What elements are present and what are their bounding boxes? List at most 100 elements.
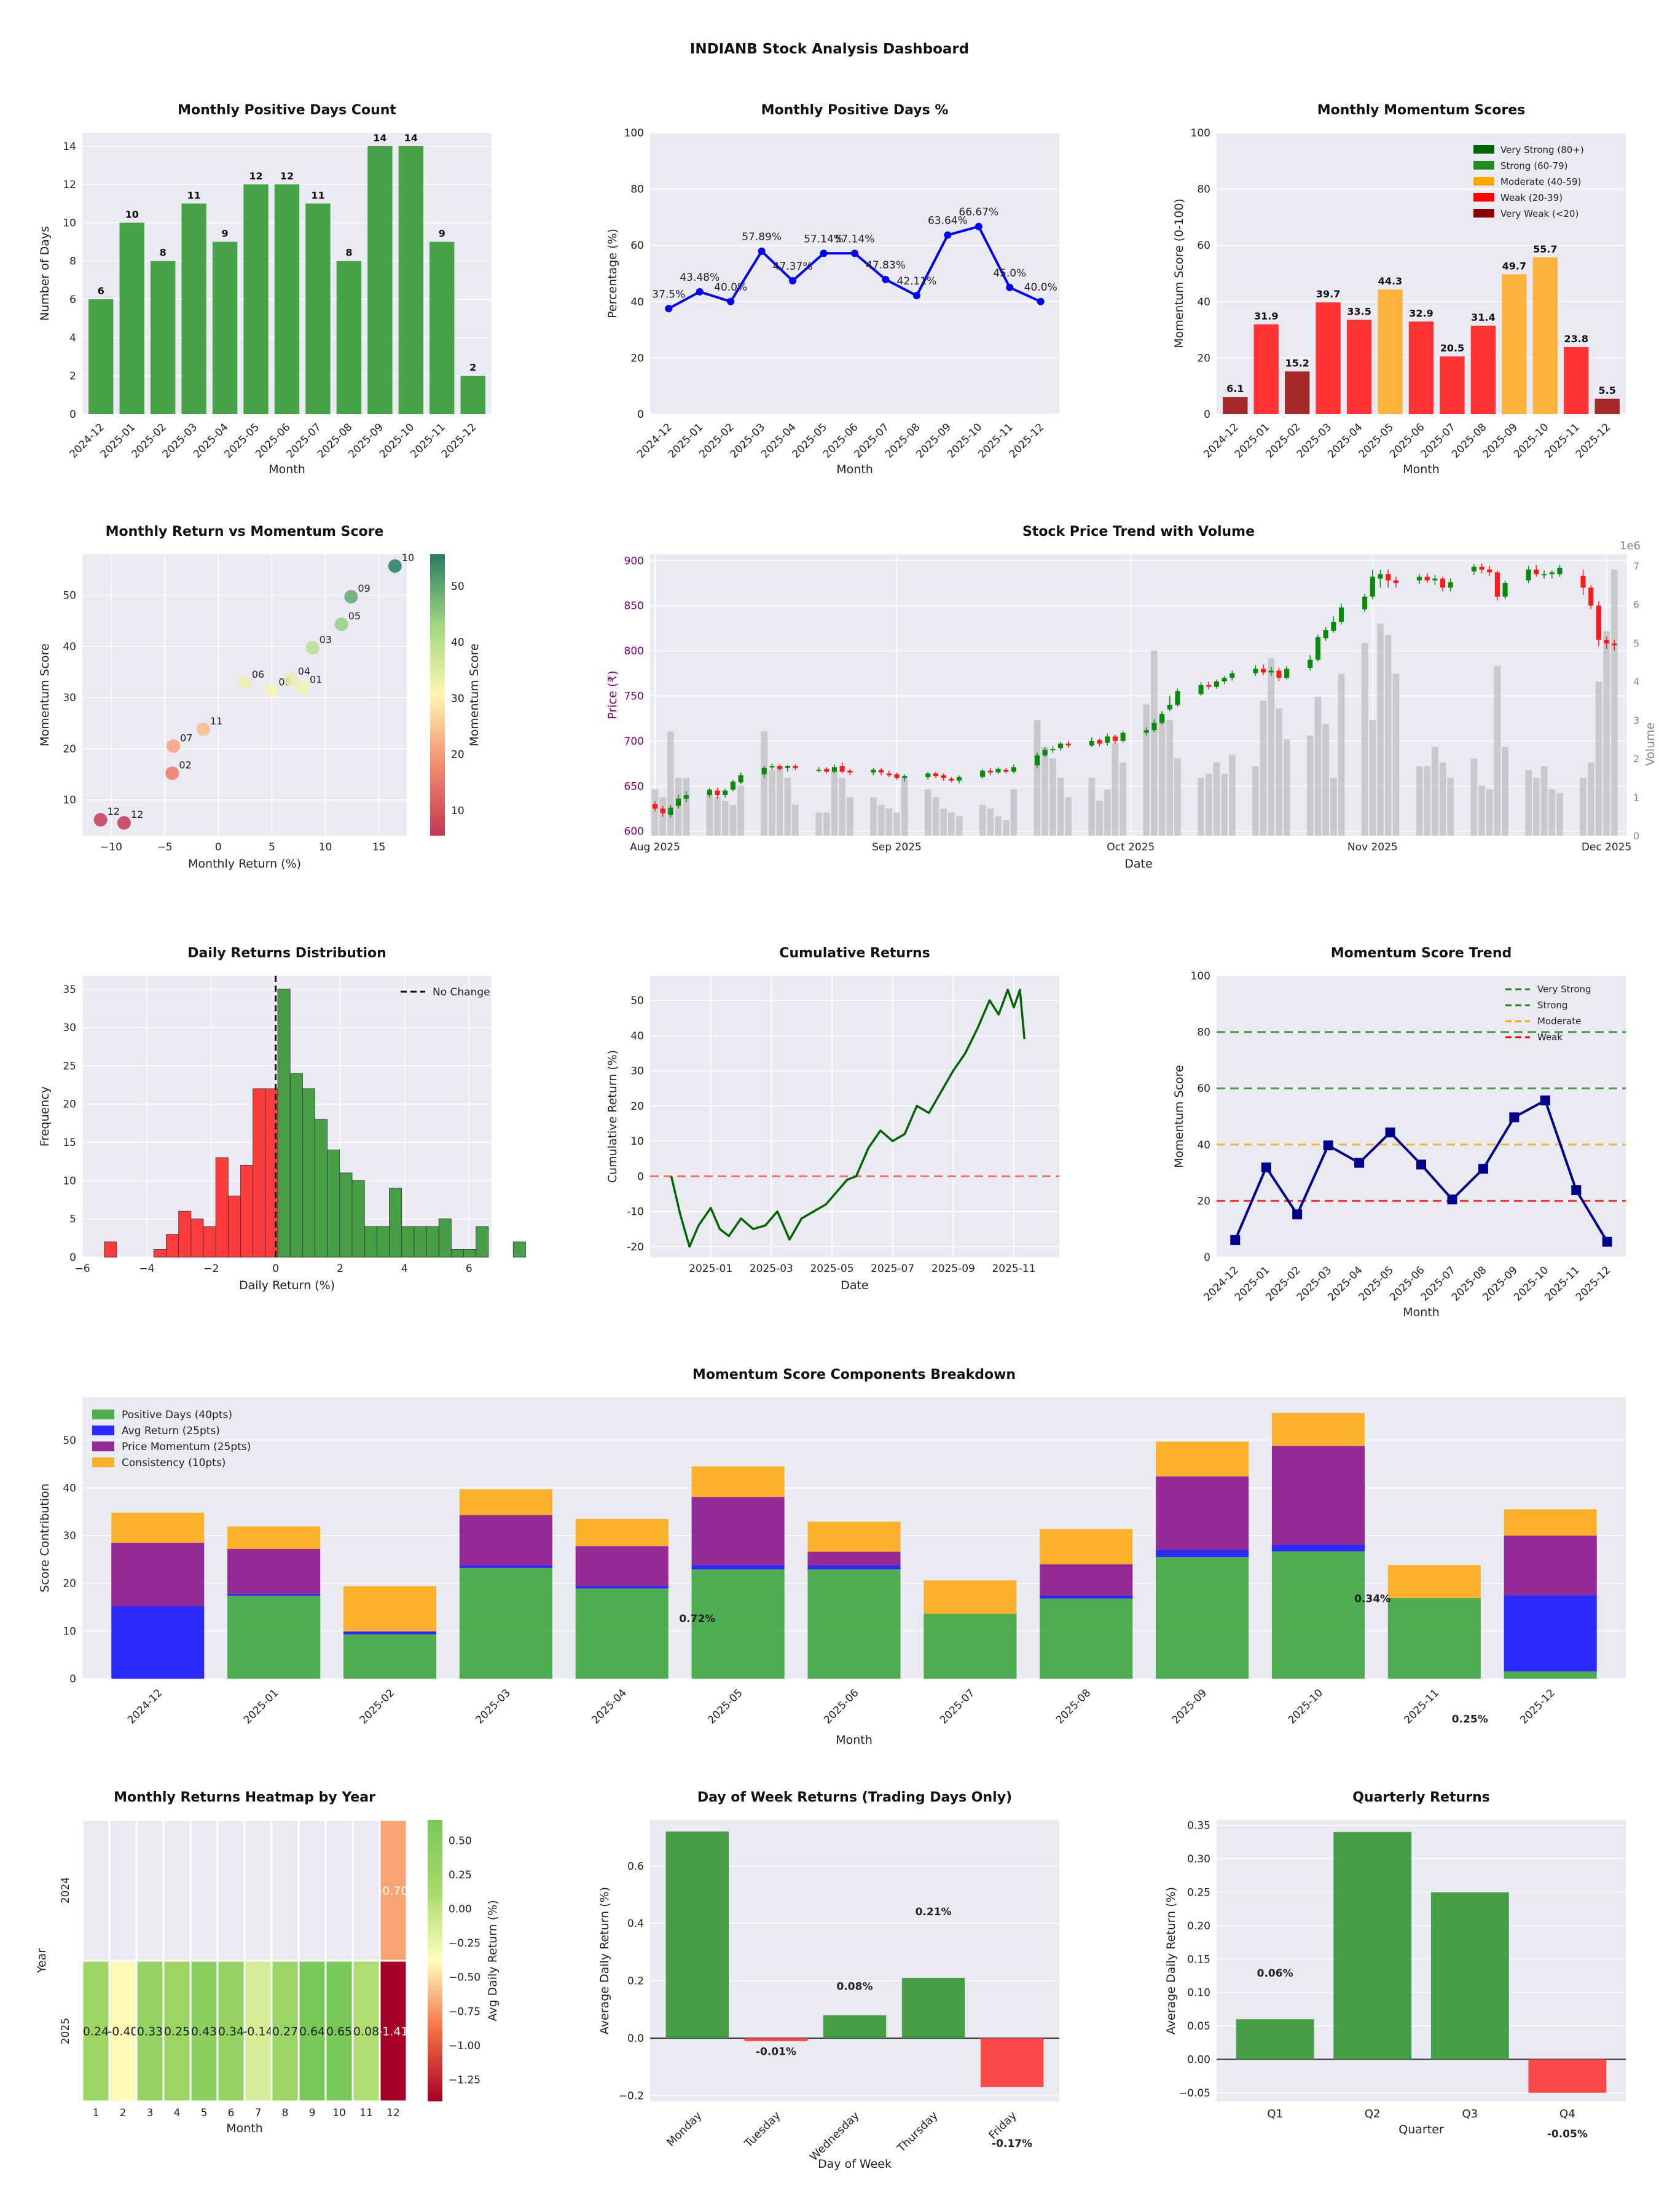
x-tick-label: 2025-08: [1054, 1687, 1093, 1726]
x-tick-label: 2025-09: [1170, 1687, 1209, 1726]
candle-body: [995, 769, 1001, 773]
y-axis-label: Frequency: [38, 1086, 52, 1147]
point-label: 04: [298, 665, 310, 677]
heatmap-cell-label: 0.25: [164, 2025, 190, 2039]
y-tick-label: 30: [63, 1530, 76, 1542]
histogram-bar: [190, 1218, 204, 1258]
point-label: 02: [179, 759, 191, 771]
histogram-bar: [166, 1234, 179, 1258]
bar: [1430, 1892, 1509, 2060]
candle-body: [879, 769, 884, 773]
candle-body: [1432, 578, 1438, 581]
heatmap-cell: [135, 1819, 165, 1962]
candle-body: [1011, 767, 1016, 772]
stacked-bar-segment: [227, 1593, 321, 1596]
y-tick-label: 60: [1197, 240, 1210, 252]
heatmap-cell: [378, 1819, 408, 1962]
heatmap-cell: [243, 1959, 273, 2103]
y-tick-label: 850: [624, 600, 644, 613]
x-tick-label: −5: [157, 841, 173, 853]
stacked-bar-segment: [111, 1512, 205, 1543]
legend-label: Moderate: [1537, 1016, 1581, 1027]
heatmap-cell: [162, 1959, 192, 2103]
plot-area: [82, 554, 407, 836]
data-point: [1540, 1095, 1550, 1105]
volume-bar: [1033, 720, 1041, 836]
volume-bar: [877, 804, 885, 836]
y-tick-label: 4: [69, 332, 76, 344]
y-tick-label: 900: [624, 555, 644, 567]
heatmap-cell-label: 0.65: [326, 2025, 352, 2039]
y-axis-label: Average Daily Return (%): [598, 1887, 611, 2034]
bar-value-label: 39.7: [1316, 288, 1340, 300]
x-tick-label: Oct 2025: [1107, 841, 1155, 853]
colorbar-tick-label: −0.50: [449, 1972, 480, 1984]
stacked-bar-segment: [575, 1546, 669, 1586]
y-tick-label: 10: [63, 1625, 76, 1637]
x-tick-label: 2025-11: [992, 1263, 1035, 1275]
y2-tick-label: 6: [1633, 599, 1639, 611]
y-tick-label: 10: [63, 217, 76, 229]
stacked-bar-segment: [1504, 1535, 1597, 1596]
y-tick-label: 20: [630, 352, 644, 364]
data-point: [944, 231, 952, 239]
data-point: [1292, 1209, 1303, 1220]
y-tick-label: 750: [624, 690, 644, 702]
candle-body: [1065, 743, 1071, 746]
histogram-bar: [401, 1226, 415, 1258]
bar-value-label: 15.2: [1285, 357, 1309, 369]
stacked-bar-segment: [1504, 1595, 1597, 1672]
heatmap-cell: [270, 1819, 300, 1962]
scatter-point: [196, 722, 210, 736]
colorbar-label: Momentum Score: [468, 643, 481, 747]
point-value-label: 40.0%: [1024, 281, 1057, 294]
legend-swatch: [1473, 145, 1494, 154]
data-point: [758, 247, 766, 255]
chart-quarterly-returns: −0.05 0.00 0.05 0.10 0.15 0.20 0.25 0.30 0.35 Qua…: [1164, 1593, 1626, 2140]
x-axis-label: Day of Week: [818, 2157, 892, 2171]
candle-body: [668, 807, 673, 815]
stacked-bar-segment: [1387, 1598, 1481, 1679]
x-tick-label: Q1: [1267, 2108, 1283, 2120]
volume-bar: [1166, 720, 1174, 836]
y-tick-label: 30: [630, 1065, 644, 1078]
y-tick-label: 10: [630, 1135, 644, 1148]
candle-body: [1471, 567, 1477, 571]
histogram-bar: [153, 1249, 167, 1258]
candle-body: [824, 769, 830, 772]
scatter-point: [165, 766, 179, 780]
y-tick-label: -20: [627, 1241, 644, 1253]
candle-body: [1315, 637, 1321, 660]
x-tick-label: 2025-12: [1574, 421, 1613, 460]
heatmap-cell-label: 0.08: [353, 2025, 379, 2039]
candle-body: [730, 781, 735, 790]
x-tick-label: 2025-01: [241, 1687, 281, 1726]
bar: [823, 2015, 887, 2039]
legend-label: Consistency (10pts): [122, 1457, 226, 1469]
heatmap-cell: [81, 1959, 111, 2103]
stacked-bar-segment: [924, 1614, 1017, 1679]
bar-value-label: 33.5: [1347, 306, 1371, 318]
x-tick-label: 2025-01: [689, 1263, 732, 1275]
volume-bar: [955, 816, 963, 836]
volume-bar: [792, 804, 799, 836]
chart-title: Cumulative Returns: [779, 946, 930, 961]
heatmap-cell: [297, 1819, 327, 1962]
volume-bar: [901, 777, 908, 836]
x-tick-label: 2025-12: [439, 421, 479, 460]
candle-body: [1612, 643, 1617, 646]
scatter-point: [265, 683, 279, 697]
data-point: [820, 249, 828, 257]
bar-value-label: 44.3: [1378, 275, 1402, 287]
data-point: [696, 288, 704, 296]
bar-value-label: 10: [125, 208, 139, 220]
histogram-bar: [215, 1157, 229, 1258]
chart-day-of-week-returns: −0.2 0.0 0.2 0.4 0.6 Day of Week Returns (Tra…: [598, 1613, 1059, 2171]
x-tick-label: 2025-07: [938, 1687, 977, 1726]
bar-value-label: 6.1: [1226, 383, 1244, 394]
legend-label: Very Strong (80+): [1500, 144, 1584, 155]
heatmap-cell-label: 0.33: [137, 2025, 163, 2039]
x-tick-label: 0: [215, 841, 222, 853]
candle-body: [785, 766, 790, 768]
point-label: 11: [210, 715, 222, 727]
